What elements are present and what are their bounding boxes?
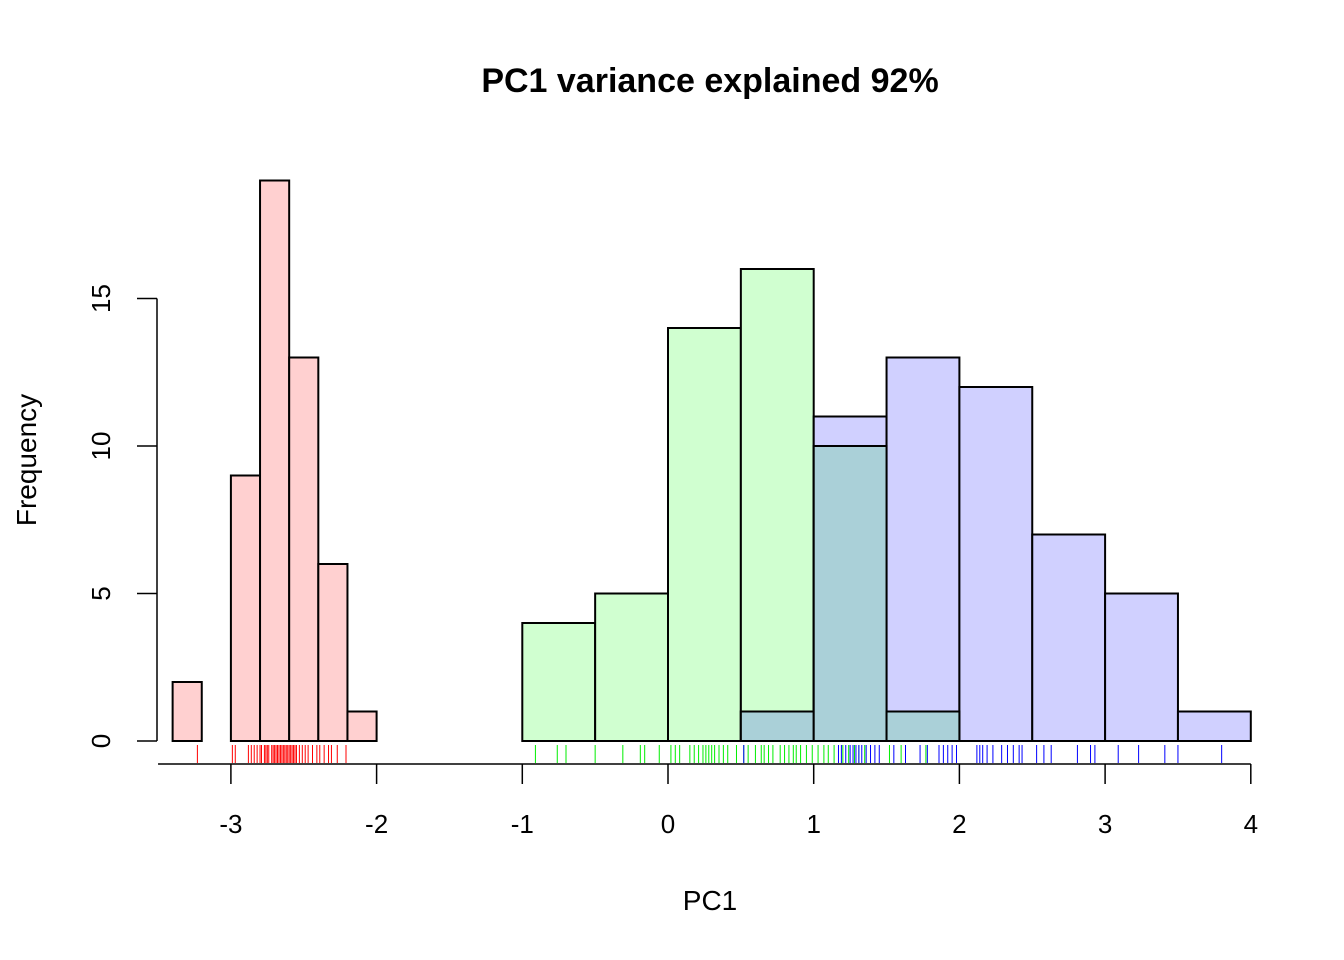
bar-series-1-bin-6: [317, 563, 349, 742]
rug-marks: [196, 745, 1223, 763]
overlap-bar-2: [812, 445, 888, 742]
y-tick-label-3: 10: [86, 432, 116, 461]
bar-series-3-bin-4: [958, 386, 1034, 742]
x-axis-label: PC1: [683, 885, 737, 916]
bar-series-3-bin-6: [1104, 592, 1179, 742]
y-tick-label-4: 15: [86, 284, 116, 313]
bar-series-2-bin-4: [739, 268, 815, 742]
x-tick-label-5: 1: [806, 809, 820, 839]
x-tick-label-6: 2: [952, 809, 966, 839]
histogram-bars: [171, 179, 1252, 742]
x-axis: -3 -2 -1 0 1 2 3 4: [158, 763, 1258, 839]
bar-series-3-bin-3: [885, 356, 961, 742]
bar-series-2-bin-2: [594, 592, 670, 742]
bar-series-2-bin-3: [667, 327, 742, 742]
y-tick-label-1: 0: [86, 734, 116, 748]
bar-series-1-bin-7: [346, 710, 378, 742]
y-axis: 0 5 10 15: [86, 284, 158, 748]
bar-series-1-bin-3: [229, 474, 262, 742]
bar-series-1-bin-5: [288, 356, 320, 742]
bar-series-3-bin-5: [1031, 533, 1107, 742]
bar-series-1-bin-4: [259, 179, 291, 742]
x-tick-label-3: -1: [511, 809, 534, 839]
bar-series-1-bin-1: [171, 681, 203, 742]
chart-title: PC1 variance explained 92%: [481, 62, 938, 100]
x-tick-label-7: 3: [1098, 809, 1112, 839]
overlap-bar-1: [739, 710, 815, 742]
overlap-bars: [739, 445, 961, 742]
bar-series-3-bin-7: [1176, 710, 1252, 742]
y-tick-label-2: 5: [86, 586, 116, 600]
overlap-bar-3: [885, 710, 961, 742]
y-axis-label: Frequency: [11, 394, 42, 526]
x-tick-label-2: -2: [365, 809, 388, 839]
bar-series-2-bin-1: [521, 622, 597, 742]
x-tick-label-8: 4: [1244, 809, 1258, 839]
x-tick-label-4: 0: [661, 809, 675, 839]
x-tick-label-1: -3: [219, 809, 242, 839]
